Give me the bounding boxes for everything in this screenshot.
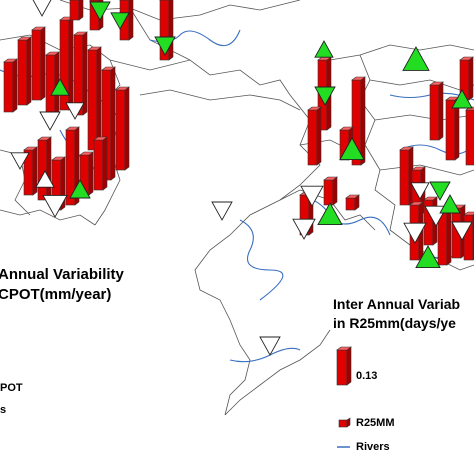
legend-left-item-label: POT (0, 382, 23, 394)
triangle-down-icon (451, 221, 473, 241)
triangle-down-icon (39, 111, 61, 131)
triangle-up-icon (317, 202, 343, 226)
legend-right-item-label: R25MM (356, 417, 395, 429)
legend-left-title-line1: Annual Variability (0, 266, 124, 283)
legend-right-title-line2: in R25mm(days/ye (333, 315, 456, 331)
triangle-up-icon (451, 89, 473, 109)
triangle-up-icon (339, 137, 365, 161)
triangle-down-icon (259, 336, 281, 356)
r25mm-bar (23, 146, 38, 196)
r25mm-bar (465, 106, 474, 166)
boundary-central (194, 94, 321, 416)
r25mm-bar (115, 86, 130, 171)
legend-right-rivers-label: Rivers (356, 441, 390, 453)
r25mm-bar (31, 26, 46, 101)
r25mm-bar (351, 76, 366, 166)
triangle-down-icon (89, 1, 111, 21)
legend-left-rivers-label: s (0, 404, 7, 416)
triangle-up-icon (402, 46, 430, 71)
triangle-up-icon (69, 179, 91, 199)
r25mm-bar (73, 31, 88, 116)
legend-right-symbols (336, 346, 352, 448)
legend-r25mm-swatch (338, 417, 351, 428)
triangle-up-icon (415, 245, 441, 269)
r25mm-bar (345, 194, 360, 211)
triangle-down-icon (154, 36, 176, 56)
boundary-mid-upper (139, 89, 301, 111)
triangle-down-icon (110, 12, 130, 30)
river-6 (399, 144, 474, 155)
boundary-west-3 (0, 209, 96, 226)
r25mm-bar (459, 56, 474, 101)
triangle-down-icon (292, 218, 316, 240)
triangle-down-icon (211, 201, 233, 221)
triangle-down-icon (314, 86, 336, 106)
river-8 (229, 347, 301, 363)
triangle-up-icon (50, 78, 70, 96)
legend-scale-bar (336, 346, 352, 386)
r25mm-bar (3, 58, 18, 113)
triangle-down-icon (429, 181, 451, 201)
r25mm-bar (445, 96, 460, 161)
legend-right-title-line1: Inter Annual Variab (333, 296, 461, 312)
river-3 (239, 219, 284, 301)
triangle-down-icon (42, 194, 68, 218)
triangle-down-icon (32, 0, 52, 17)
r25mm-bar (307, 106, 322, 166)
river-4 (299, 194, 391, 236)
r25mm-bar (463, 211, 474, 261)
r25mm-bar (37, 136, 52, 201)
triangle-up-icon (314, 40, 334, 58)
station-markers (3, 0, 474, 356)
r25mm-bar (87, 46, 102, 151)
triangle-down-icon (65, 102, 85, 120)
triangle-down-icon (300, 185, 324, 207)
legend-right-scale-value: 0.13 (356, 370, 378, 382)
r25mm-bar (399, 146, 414, 206)
triangle-up-icon (439, 194, 461, 214)
r25mm-bar (429, 81, 444, 141)
triangle-down-icon (410, 182, 430, 200)
r25mm-bar (93, 136, 108, 191)
r25mm-bar (17, 36, 32, 106)
triangle-down-icon (10, 152, 30, 170)
triangle-down-icon (403, 222, 427, 244)
r25mm-bar (323, 176, 338, 206)
r25mm-bar (59, 16, 74, 111)
legend-left-title-line2: CPOT(mm/year) (0, 286, 112, 303)
boundary-north-west (0, 34, 291, 96)
boundary-central-2 (279, 189, 376, 231)
r25mm-bar (101, 66, 116, 181)
r25mm-bar (69, 0, 84, 21)
boundary-south-1 (224, 329, 331, 416)
boundary-east-4 (379, 164, 474, 176)
r25mm-bar (79, 151, 94, 196)
boundary-east-top (329, 44, 474, 61)
triangle-up-icon (35, 170, 55, 188)
boundary-east-2 (369, 79, 474, 91)
